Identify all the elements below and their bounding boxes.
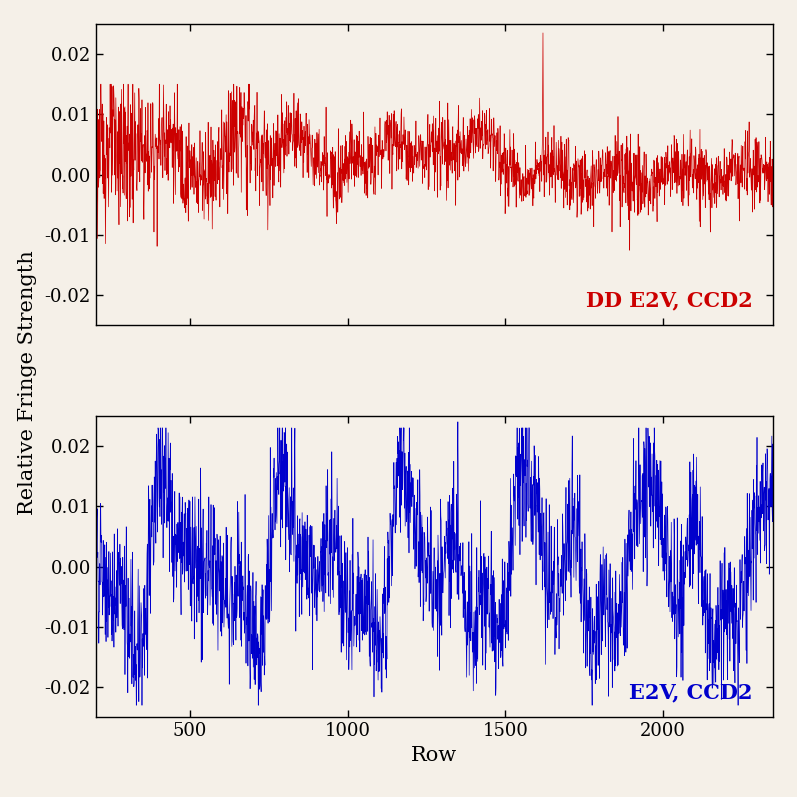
Text: Relative Fringe Strength: Relative Fringe Strength [18,250,37,515]
Text: E2V, CCD2: E2V, CCD2 [630,682,752,702]
X-axis label: Row: Row [411,746,457,764]
Text: DD E2V, CCD2: DD E2V, CCD2 [586,290,752,310]
